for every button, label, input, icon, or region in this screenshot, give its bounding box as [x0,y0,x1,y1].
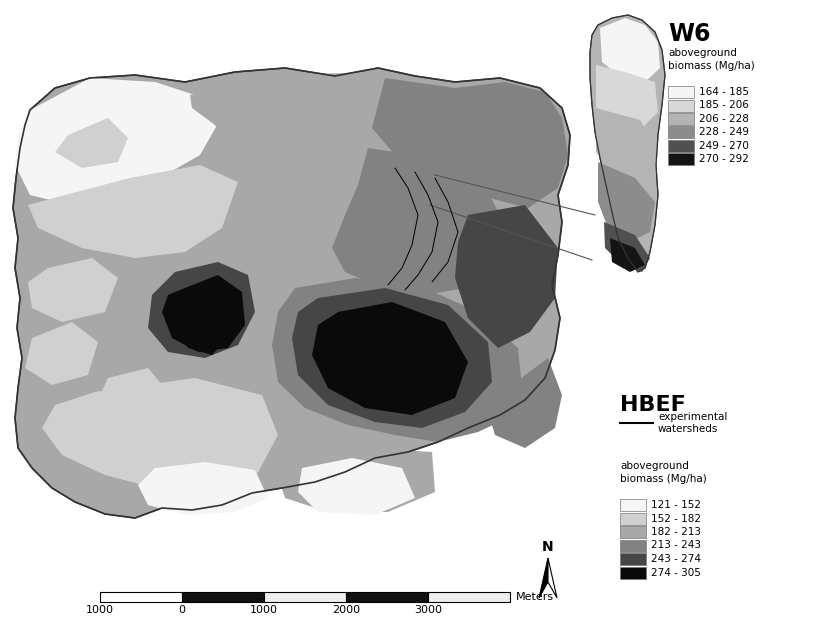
Polygon shape [92,368,168,428]
Text: 0: 0 [178,605,185,615]
Text: 249 - 270: 249 - 270 [698,141,748,151]
Polygon shape [25,322,98,385]
Bar [263,592,345,602]
Text: 270 - 292: 270 - 292 [698,154,748,164]
Text: aboveground
biomass (Mg/ha): aboveground biomass (Mg/ha) [667,48,753,71]
Polygon shape [595,108,657,188]
Text: 3000: 3000 [413,605,441,615]
Polygon shape [161,275,245,352]
Polygon shape [13,68,570,518]
Text: 243 - 274: 243 - 274 [650,554,700,564]
Polygon shape [595,65,657,128]
Polygon shape [55,118,128,168]
Text: 1000: 1000 [86,605,114,615]
Polygon shape [275,442,435,512]
Bar [667,127,693,138]
Polygon shape [547,558,556,598]
Bar [100,592,182,602]
Bar [619,540,645,552]
Bar [345,592,427,602]
Text: 185 - 206: 185 - 206 [698,100,748,111]
Text: N: N [542,540,553,554]
Polygon shape [291,288,491,428]
Text: 213 - 243: 213 - 243 [650,541,700,550]
Text: Meters: Meters [515,592,553,602]
Text: experimental
watersheds: experimental watersheds [657,412,726,435]
Bar [182,592,263,602]
Polygon shape [331,148,504,295]
Polygon shape [455,205,557,348]
Polygon shape [272,278,522,442]
Text: 182 - 213: 182 - 213 [650,527,700,537]
Bar [619,566,645,579]
Text: HBEF: HBEF [619,395,685,415]
Polygon shape [311,302,468,415]
Bar [619,553,645,565]
Polygon shape [42,378,277,492]
Text: aboveground
biomass (Mg/ha): aboveground biomass (Mg/ha) [619,461,706,484]
Text: 121 - 152: 121 - 152 [650,500,700,510]
Text: 1000: 1000 [250,605,277,615]
Polygon shape [538,558,547,598]
Polygon shape [28,165,238,258]
Polygon shape [28,258,118,322]
Polygon shape [342,325,405,378]
Bar [619,499,645,511]
Polygon shape [148,262,255,358]
Polygon shape [488,358,561,448]
Bar [667,154,693,166]
Bar [427,592,509,602]
Polygon shape [372,78,567,208]
Polygon shape [190,72,567,280]
Bar [667,140,693,152]
Bar [667,99,693,111]
Polygon shape [590,15,664,272]
Polygon shape [15,78,219,205]
Text: W6: W6 [667,22,710,46]
Polygon shape [137,462,267,515]
Text: 274 - 305: 274 - 305 [650,568,700,577]
Text: 2000: 2000 [331,605,359,615]
Text: 152 - 182: 152 - 182 [650,513,700,524]
Polygon shape [597,162,654,242]
Polygon shape [604,222,649,272]
Polygon shape [609,238,644,272]
Text: 228 - 249: 228 - 249 [698,127,748,138]
Bar [619,513,645,525]
Bar [667,113,693,125]
Polygon shape [297,458,415,515]
Polygon shape [178,315,228,355]
Text: 164 - 185: 164 - 185 [698,87,748,97]
Bar [667,86,693,98]
Text: 206 - 228: 206 - 228 [698,114,748,124]
Bar [619,526,645,538]
Polygon shape [599,18,659,82]
